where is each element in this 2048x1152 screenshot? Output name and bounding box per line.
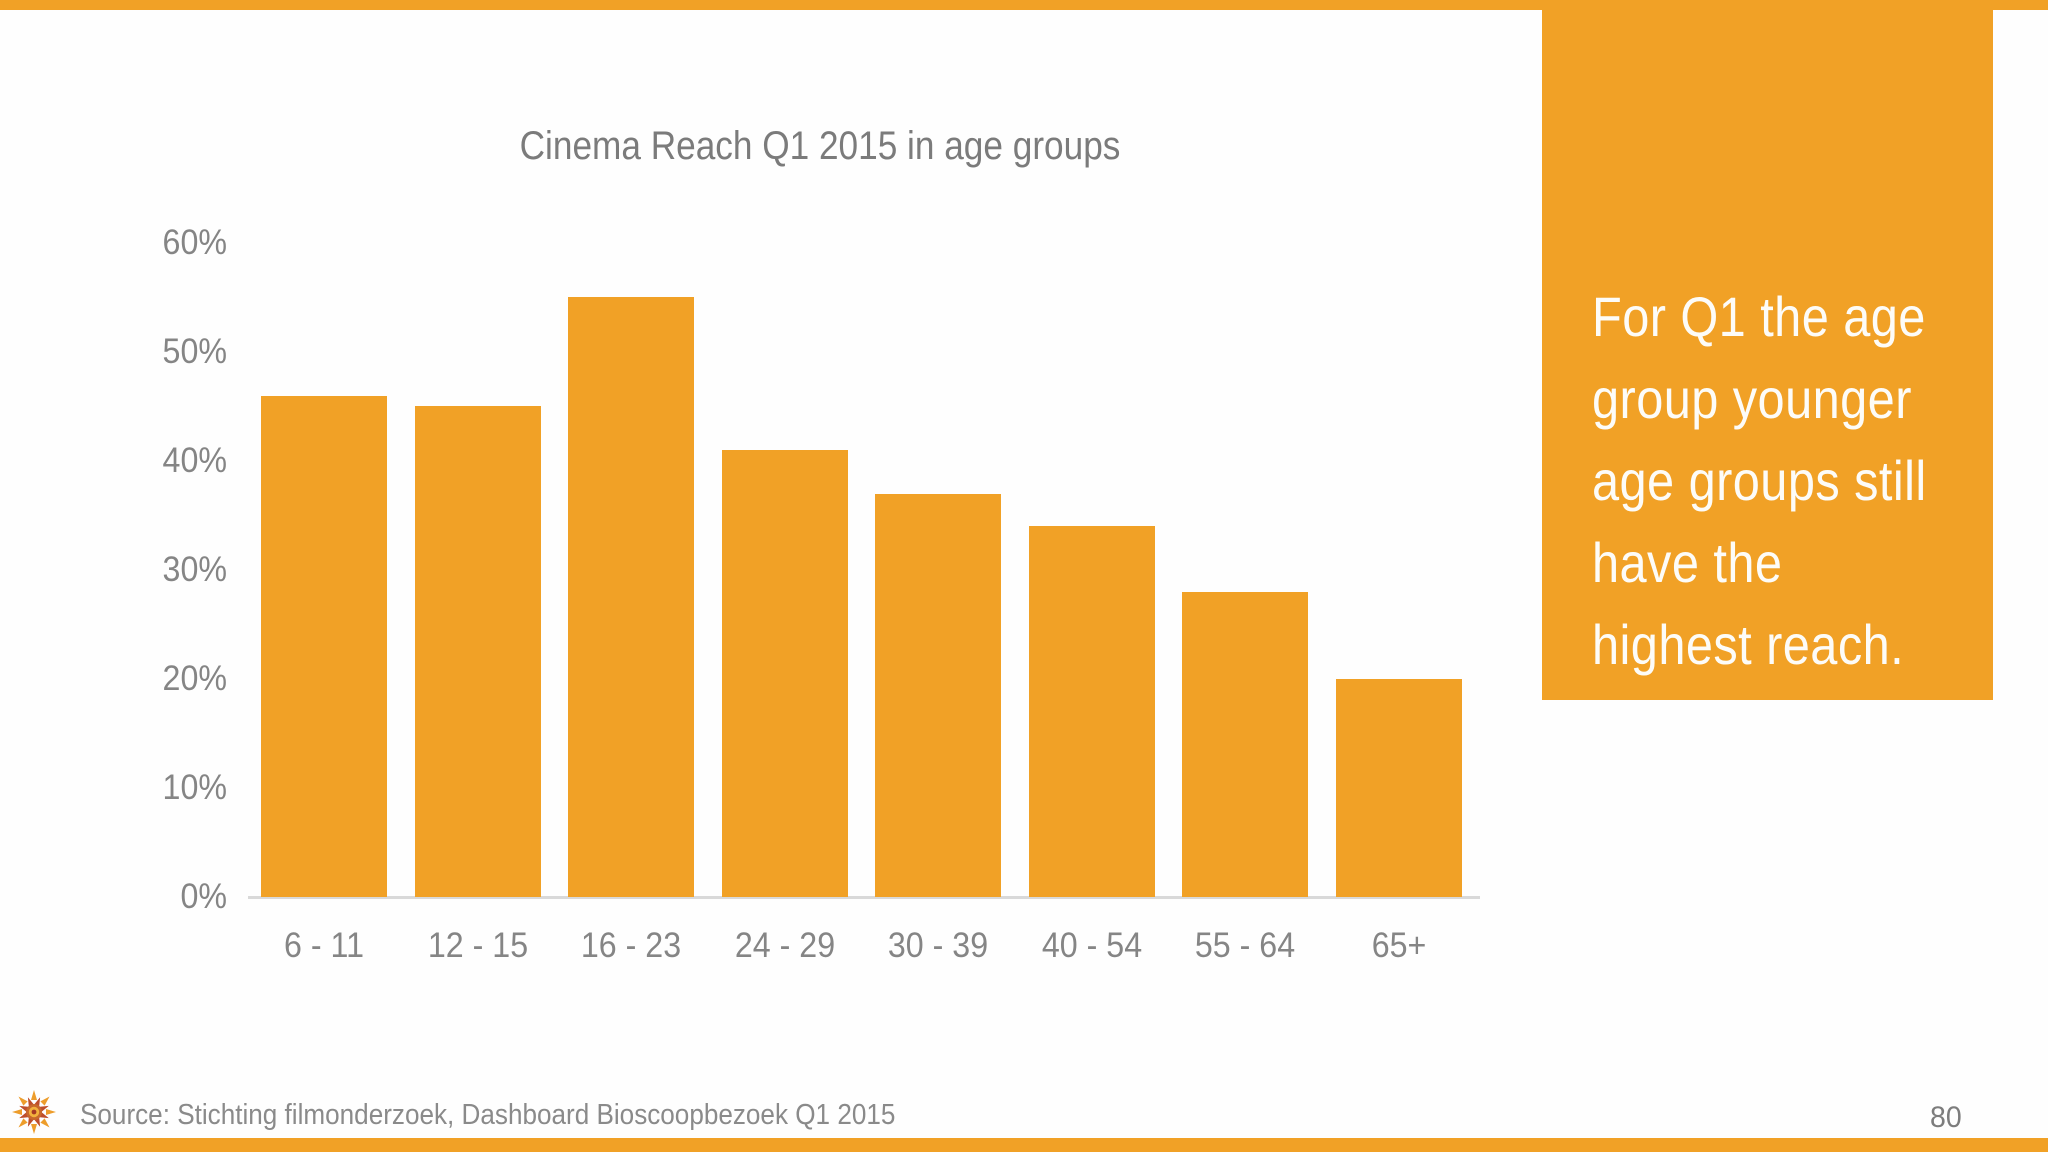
y-axis-label: 20% xyxy=(162,659,227,698)
callout-line: For Q1 the age xyxy=(1592,285,1926,348)
bar xyxy=(261,396,387,897)
x-axis-label: 12 - 15 xyxy=(427,926,529,965)
bar xyxy=(722,450,848,897)
callout-text: For Q1 the age group younger age groups … xyxy=(1592,276,1977,686)
x-axis-label: 16 - 23 xyxy=(580,926,682,965)
bar xyxy=(1182,592,1308,897)
x-axis-label: 55 - 64 xyxy=(1194,926,1296,965)
callout-line: have the xyxy=(1592,531,1783,594)
y-axis-label: 40% xyxy=(162,441,227,480)
x-axis-label: 30 - 39 xyxy=(887,926,989,965)
callout-line: group younger xyxy=(1592,367,1912,430)
bottom-accent-strip xyxy=(0,1138,2048,1152)
page-number: 80 xyxy=(1930,1101,1962,1134)
bar xyxy=(875,494,1001,897)
y-axis-label: 30% xyxy=(162,550,227,589)
callout-line: age groups still xyxy=(1592,449,1927,512)
chart-title: Cinema Reach Q1 2015 in age groups xyxy=(519,124,1121,168)
callout-panel: For Q1 the age group younger age groups … xyxy=(1542,10,1993,700)
source-attribution: Source: Stichting filmonderzoek, Dashboa… xyxy=(80,1099,896,1131)
bar xyxy=(568,297,694,897)
x-axis-line xyxy=(248,896,1480,899)
sun-mandala-logo-icon xyxy=(12,1090,56,1134)
bar xyxy=(1336,679,1462,897)
callout-line: highest reach. xyxy=(1592,613,1905,676)
x-axis-label: 24 - 29 xyxy=(734,926,836,965)
x-axis-label: 40 - 54 xyxy=(1041,926,1143,965)
y-axis-label: 50% xyxy=(162,332,227,371)
top-accent-strip xyxy=(0,0,2048,10)
x-axis-label: 6 - 11 xyxy=(284,926,364,965)
y-axis-label: 60% xyxy=(162,223,227,262)
y-axis-label: 10% xyxy=(162,768,227,807)
bar xyxy=(1029,526,1155,897)
bar xyxy=(415,406,541,897)
x-axis-label: 65+ xyxy=(1371,926,1427,965)
y-axis-label: 0% xyxy=(180,877,227,916)
